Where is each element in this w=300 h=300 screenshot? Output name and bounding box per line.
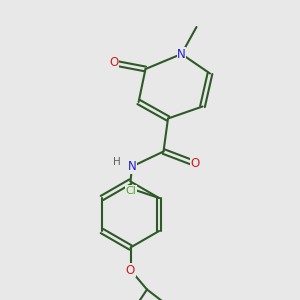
Text: H: H <box>113 157 121 167</box>
Text: N: N <box>128 160 136 173</box>
Text: N: N <box>177 47 186 61</box>
Text: O: O <box>190 157 200 170</box>
Text: O: O <box>110 56 118 70</box>
Text: O: O <box>126 263 135 277</box>
Text: Cl: Cl <box>125 185 136 196</box>
